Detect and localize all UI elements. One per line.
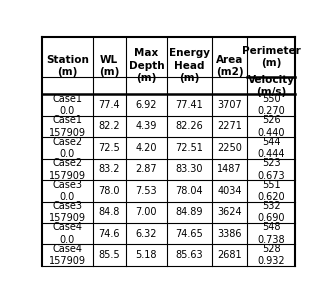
Text: Energy
Head
(m): Energy Head (m)	[169, 48, 210, 83]
Text: 4034: 4034	[217, 186, 242, 196]
Text: 84.89: 84.89	[176, 207, 203, 217]
Text: 83.30: 83.30	[176, 164, 203, 174]
Text: Case4
0.0: Case4 0.0	[53, 223, 83, 245]
Text: Perimeter
(m): Perimeter (m)	[242, 46, 300, 68]
Text: 523
0.673: 523 0.673	[257, 158, 285, 181]
Text: 551
0.620: 551 0.620	[257, 180, 285, 202]
Text: 72.51: 72.51	[175, 143, 203, 153]
Text: WL
(m): WL (m)	[99, 55, 119, 77]
Text: 85.5: 85.5	[98, 250, 120, 260]
Text: 78.04: 78.04	[176, 186, 203, 196]
Text: 2250: 2250	[217, 143, 242, 153]
Text: 7.00: 7.00	[136, 207, 157, 217]
Text: 5.18: 5.18	[136, 250, 157, 260]
Text: 3624: 3624	[217, 207, 242, 217]
Text: 1487: 1487	[217, 164, 242, 174]
Text: 74.6: 74.6	[98, 229, 120, 239]
Text: 83.2: 83.2	[98, 164, 120, 174]
Text: 78.0: 78.0	[98, 186, 120, 196]
Text: 4.39: 4.39	[136, 122, 157, 131]
Text: 72.5: 72.5	[98, 143, 120, 153]
Text: Case1
157909: Case1 157909	[49, 115, 86, 138]
Text: 85.63: 85.63	[176, 250, 203, 260]
Text: 6.92: 6.92	[136, 100, 157, 110]
Text: Case1
0.0: Case1 0.0	[53, 94, 83, 116]
Text: 3386: 3386	[217, 229, 242, 239]
Text: 74.65: 74.65	[176, 229, 203, 239]
Text: Case4
157909: Case4 157909	[49, 244, 86, 266]
Text: 77.41: 77.41	[176, 100, 203, 110]
Text: Area
(m2): Area (m2)	[216, 55, 243, 77]
Text: Max
Depth
(m): Max Depth (m)	[129, 48, 164, 83]
Text: Case3
0.0: Case3 0.0	[53, 180, 83, 202]
Text: 544
0.444: 544 0.444	[257, 137, 285, 159]
Text: 3707: 3707	[217, 100, 242, 110]
Text: 526
0.440: 526 0.440	[257, 115, 285, 138]
Text: Case3
157909: Case3 157909	[49, 201, 86, 224]
Text: 82.26: 82.26	[176, 122, 203, 131]
Text: Velocity
(m/s): Velocity (m/s)	[248, 75, 295, 97]
Text: 82.2: 82.2	[98, 122, 120, 131]
Text: 2271: 2271	[217, 122, 242, 131]
Text: Station
(m): Station (m)	[46, 55, 89, 77]
Text: 532
0.690: 532 0.690	[257, 201, 285, 224]
Text: 77.4: 77.4	[98, 100, 120, 110]
Text: 7.53: 7.53	[136, 186, 157, 196]
Text: 550
0.270: 550 0.270	[257, 94, 285, 116]
Text: 2681: 2681	[217, 250, 242, 260]
Text: 84.8: 84.8	[98, 207, 120, 217]
Text: 6.32: 6.32	[136, 229, 157, 239]
Text: 548
0.738: 548 0.738	[257, 223, 285, 245]
Text: 2.87: 2.87	[136, 164, 157, 174]
Text: 528
0.932: 528 0.932	[257, 244, 285, 266]
Text: Case2
157909: Case2 157909	[49, 158, 86, 181]
Text: Case2
0.0: Case2 0.0	[52, 137, 83, 159]
Text: 4.20: 4.20	[136, 143, 157, 153]
